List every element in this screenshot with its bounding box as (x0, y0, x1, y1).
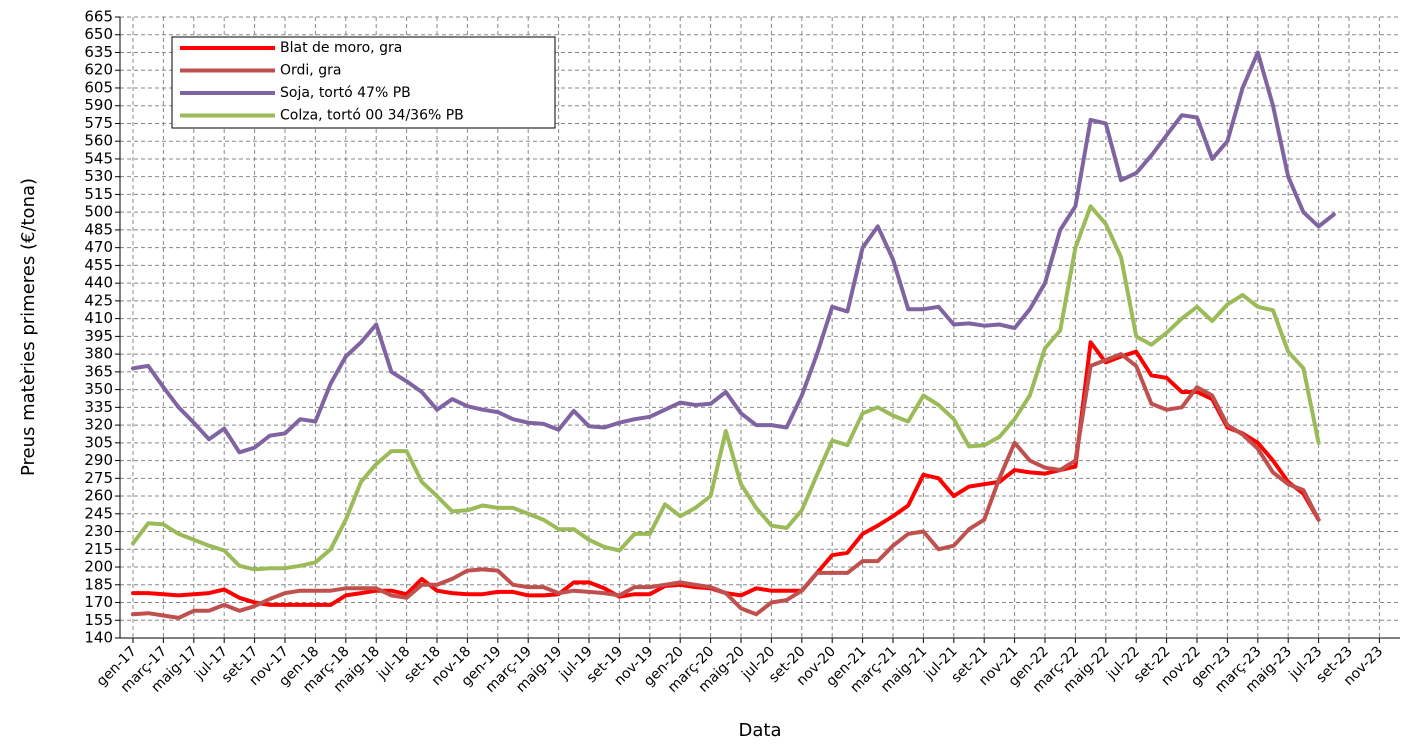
legend-label: Colza, tortó 00 34/36% PB (280, 108, 464, 124)
y-tick-label: 515 (84, 185, 113, 203)
y-tick-label: 590 (84, 96, 113, 114)
y-tick-label: 560 (84, 132, 113, 150)
legend-label: Ordi, gra (280, 63, 341, 79)
y-tick-label: 455 (84, 256, 113, 274)
legend-label: Blat de moro, gra (280, 40, 402, 56)
y-tick-label: 140 (84, 629, 113, 647)
y-tick-label: 200 (84, 558, 113, 576)
series-line (131, 204, 1321, 572)
x-axis-title: Data (739, 720, 782, 741)
y-tick-label: 530 (84, 167, 113, 185)
y-tick-label: 185 (84, 575, 113, 593)
y-tick-label: 275 (84, 469, 113, 487)
y-tick-label: 155 (84, 611, 113, 629)
y-tick-label: 425 (84, 291, 113, 309)
y-tick-label: 260 (84, 487, 113, 505)
y-tick-label: 290 (84, 451, 113, 469)
y-tick-label: 395 (84, 327, 113, 345)
y-tick-label: 170 (84, 593, 113, 611)
y-tick-label: 440 (84, 274, 113, 292)
y-tick-label: 380 (84, 345, 113, 363)
y-tick-label: 335 (84, 398, 113, 416)
y-tick-label: 575 (84, 114, 113, 132)
y-tick-label: 620 (84, 61, 113, 79)
series-line (131, 50, 1336, 455)
series-line (131, 352, 1321, 620)
y-tick-label: 635 (84, 43, 113, 61)
y-tick-label: 365 (84, 362, 113, 380)
y-tick-label: 410 (84, 309, 113, 327)
y-tick-label: 350 (84, 380, 113, 398)
legend-box (171, 36, 556, 129)
y-tick-label: 650 (84, 25, 113, 43)
y-tick-label: 320 (84, 416, 113, 434)
y-tick-label: 605 (84, 78, 113, 96)
y-tick-label: 545 (84, 149, 113, 167)
y-tick-label: 215 (84, 540, 113, 558)
y-axis-title: Preus matèries primeres (€/tona) (18, 178, 39, 476)
y-tick-label: 485 (84, 220, 113, 238)
y-tick-label: 305 (84, 433, 113, 451)
y-tick-label: 230 (84, 522, 113, 540)
y-tick-label: 665 (84, 8, 113, 26)
y-tick-label: 500 (84, 203, 113, 221)
y-tick-label: 470 (84, 238, 113, 256)
legend-label: Soja, tortó 47% PB (280, 85, 411, 101)
y-tick-label: 245 (84, 504, 113, 522)
